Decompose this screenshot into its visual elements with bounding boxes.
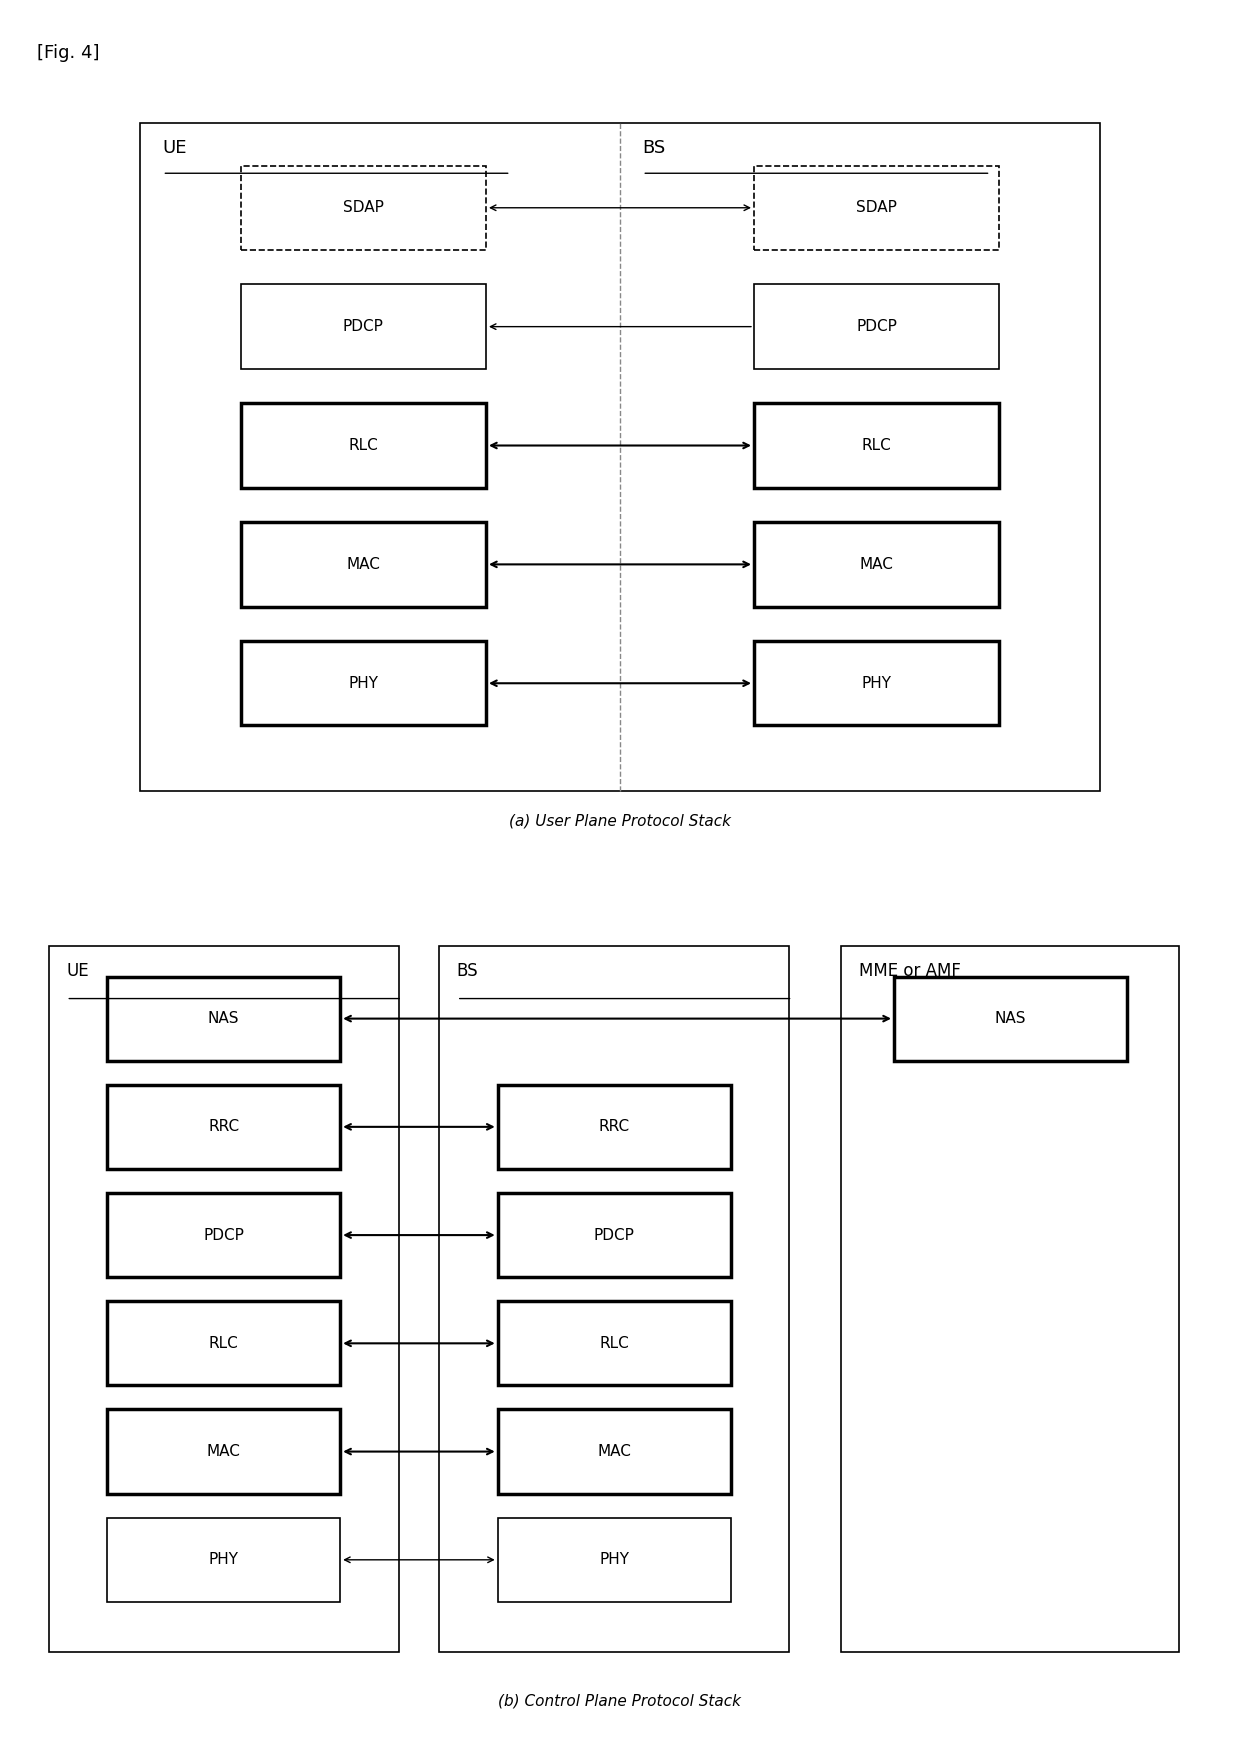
- Text: [Fig. 4]: [Fig. 4]: [37, 44, 99, 61]
- FancyBboxPatch shape: [241, 523, 486, 607]
- FancyBboxPatch shape: [894, 976, 1127, 1061]
- Text: UE: UE: [162, 139, 187, 157]
- FancyBboxPatch shape: [241, 641, 486, 725]
- Bar: [48, 946, 398, 1652]
- Text: PHY: PHY: [348, 676, 378, 690]
- Text: RLC: RLC: [862, 437, 892, 453]
- FancyBboxPatch shape: [107, 1192, 340, 1278]
- Text: MAC: MAC: [859, 556, 894, 572]
- FancyBboxPatch shape: [107, 1084, 340, 1170]
- Text: RRC: RRC: [208, 1119, 239, 1135]
- FancyBboxPatch shape: [107, 1410, 340, 1494]
- Text: SDAP: SDAP: [343, 200, 383, 216]
- FancyBboxPatch shape: [107, 976, 340, 1061]
- Text: NAS: NAS: [994, 1011, 1027, 1027]
- Bar: [439, 946, 789, 1652]
- Text: PDCP: PDCP: [594, 1227, 635, 1243]
- FancyBboxPatch shape: [497, 1192, 730, 1278]
- FancyBboxPatch shape: [107, 1518, 340, 1602]
- Text: BS: BS: [642, 139, 666, 157]
- Bar: [842, 946, 1179, 1652]
- Text: RRC: RRC: [599, 1119, 630, 1135]
- FancyBboxPatch shape: [241, 284, 486, 370]
- FancyBboxPatch shape: [241, 403, 486, 488]
- Text: RLC: RLC: [208, 1335, 238, 1351]
- FancyBboxPatch shape: [754, 284, 999, 370]
- FancyBboxPatch shape: [754, 523, 999, 607]
- Text: (a) User Plane Protocol Stack: (a) User Plane Protocol Stack: [508, 814, 732, 830]
- Text: PHY: PHY: [599, 1553, 629, 1567]
- FancyBboxPatch shape: [497, 1302, 730, 1386]
- Bar: [140, 124, 1100, 791]
- FancyBboxPatch shape: [241, 166, 486, 249]
- Text: UE: UE: [67, 962, 89, 981]
- FancyBboxPatch shape: [497, 1410, 730, 1494]
- FancyBboxPatch shape: [497, 1518, 730, 1602]
- Text: PDCP: PDCP: [343, 319, 383, 335]
- Text: MME or AMF: MME or AMF: [859, 962, 961, 981]
- FancyBboxPatch shape: [497, 1084, 730, 1170]
- FancyBboxPatch shape: [754, 403, 999, 488]
- Text: BS: BS: [456, 962, 479, 981]
- Text: PDCP: PDCP: [203, 1227, 244, 1243]
- Text: MAC: MAC: [207, 1443, 241, 1459]
- Text: SDAP: SDAP: [857, 200, 897, 216]
- Text: MAC: MAC: [346, 556, 381, 572]
- FancyBboxPatch shape: [107, 1302, 340, 1386]
- FancyBboxPatch shape: [754, 166, 999, 249]
- Text: PHY: PHY: [862, 676, 892, 690]
- Text: NAS: NAS: [208, 1011, 239, 1027]
- Text: (b) Control Plane Protocol Stack: (b) Control Plane Protocol Stack: [498, 1692, 742, 1708]
- Text: MAC: MAC: [598, 1443, 631, 1459]
- FancyBboxPatch shape: [754, 641, 999, 725]
- Text: PDCP: PDCP: [857, 319, 897, 335]
- Text: RLC: RLC: [348, 437, 378, 453]
- Text: PHY: PHY: [208, 1553, 238, 1567]
- Text: RLC: RLC: [599, 1335, 629, 1351]
